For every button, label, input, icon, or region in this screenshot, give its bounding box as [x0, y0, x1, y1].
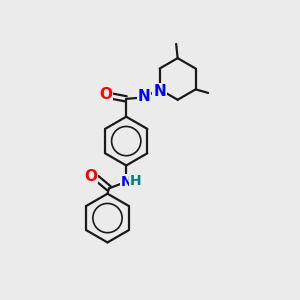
Text: N: N [153, 84, 166, 99]
Text: O: O [85, 169, 98, 184]
Text: N: N [138, 89, 150, 104]
Text: N: N [120, 175, 132, 189]
Text: O: O [99, 87, 112, 102]
Text: H: H [129, 174, 141, 188]
